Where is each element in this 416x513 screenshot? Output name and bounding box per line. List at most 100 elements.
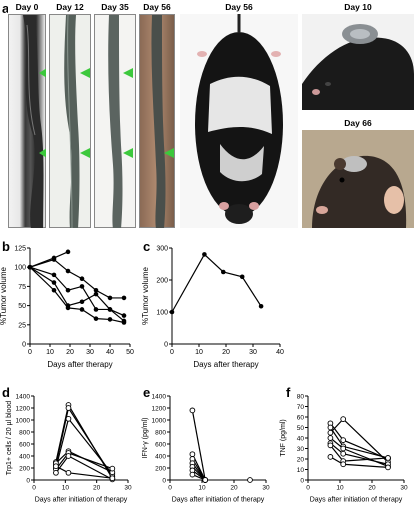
photo-label-day66: Day 66	[344, 118, 372, 128]
arrow-marker-icon	[39, 148, 46, 158]
data-point	[51, 257, 57, 262]
y-tick-label: 600	[155, 441, 166, 448]
arrow-marker-icon	[39, 68, 46, 78]
y-tick-label: 60	[297, 414, 305, 421]
x-tick-label: 10	[336, 485, 344, 492]
x-axis-label: Days after initiation of therapy	[35, 497, 128, 504]
y-tick-label: 0	[26, 477, 30, 484]
y-tick-label: 1400	[16, 393, 31, 400]
x-tick-label: 30	[262, 485, 270, 492]
x-tick-label: 30	[249, 349, 257, 356]
photo-tail-day35: Day 35	[94, 0, 136, 228]
x-tick-label: 0	[170, 349, 174, 356]
y-tick-label: 400	[19, 453, 30, 460]
data-point	[121, 313, 127, 318]
y-tick-label: 20	[297, 456, 305, 463]
data-point	[107, 295, 113, 301]
y-tick-label: 0	[300, 477, 304, 484]
data-point	[65, 305, 71, 311]
y-tick-label: 200	[156, 277, 168, 284]
x-tick-label: 0	[32, 485, 36, 492]
x-tick-label: 20	[93, 485, 101, 492]
x-tick-label: 30	[400, 485, 408, 492]
y-axis-label: %Tumor volume	[141, 266, 150, 324]
y-tick-label: 25	[18, 322, 26, 329]
arrow-marker-icon	[123, 148, 133, 158]
y-tick-label: 200	[19, 465, 30, 472]
data-point	[385, 455, 391, 461]
data-point	[53, 463, 59, 470]
data-point	[65, 249, 71, 255]
y-axis-label: IFN-γ (pg/ml)	[142, 418, 149, 459]
photo-label-day0: Day 0	[15, 2, 39, 12]
y-tick-label: 600	[19, 441, 30, 448]
y-tick-label: 50	[297, 425, 305, 432]
x-tick-label: 10	[198, 485, 206, 492]
data-point	[239, 274, 245, 280]
x-axis-label: Days after therapy	[193, 360, 258, 369]
y-tick-label: 1000	[16, 417, 31, 424]
y-tick-label: 200	[155, 465, 166, 472]
data-point	[327, 429, 334, 436]
y-tick-label: 300	[156, 245, 168, 252]
data-point	[65, 287, 71, 293]
x-tick-label: 20	[368, 485, 376, 492]
arrow-marker-icon	[80, 148, 90, 158]
y-tick-label: 50	[18, 303, 26, 310]
data-point	[202, 477, 209, 483]
panel-a-letter: a	[2, 1, 10, 16]
panel-b-letter: b	[2, 239, 10, 254]
data-point	[93, 291, 99, 297]
data-point	[107, 317, 113, 322]
data-point	[121, 295, 127, 301]
x-axis-label: Days after initiation of therapy	[310, 497, 403, 504]
y-tick-label: 30	[297, 446, 305, 453]
x-tick-label: 10	[46, 349, 54, 356]
y-tick-label: 0	[164, 341, 168, 348]
x-axis-label: Days after initiation of therapy	[172, 497, 265, 504]
data-point	[327, 454, 334, 460]
data-point	[340, 461, 347, 468]
series-line	[191, 410, 206, 481]
x-tick-label: 30	[86, 349, 94, 356]
photo-mouse-day66: Day 66	[302, 116, 414, 228]
photo-label-day56-mouse: Day 56	[225, 2, 253, 12]
panel-f-letter: f	[286, 385, 291, 400]
data-point	[65, 469, 72, 476]
x-tick-label: 50	[126, 349, 134, 356]
series-line	[55, 403, 113, 479]
chart-c-tumor-volume: 0 100 200 300 0 10 20 30 40 Days after therapy %Tu…	[141, 245, 284, 369]
photo-tail-day12: Day 12	[49, 0, 91, 228]
data-point	[79, 299, 85, 305]
x-tick-label: 30	[124, 485, 132, 492]
data-point	[51, 272, 57, 278]
data-point	[79, 276, 85, 282]
x-tick-label: 40	[106, 349, 114, 356]
arrow-marker-icon	[80, 68, 90, 78]
y-tick-label: 1200	[16, 405, 31, 412]
y-tick-label: 800	[19, 429, 30, 436]
series-line	[29, 258, 124, 299]
arrow-marker-icon	[164, 148, 174, 158]
y-tick-label: 0	[22, 341, 26, 348]
photo-label-day56-tail: Day 56	[143, 2, 171, 12]
data-point	[340, 416, 347, 422]
data-point	[121, 320, 127, 325]
photo-label-day10: Day 10	[344, 2, 372, 12]
x-tick-label: 20	[222, 349, 230, 356]
data-point	[79, 284, 85, 289]
arrow-marker-icon	[123, 68, 133, 78]
data-point	[189, 471, 196, 478]
y-tick-label: 1400	[152, 393, 167, 400]
y-tick-label: 100	[14, 265, 26, 272]
y-tick-label: 1200	[152, 405, 167, 412]
y-axis-label: TNF (pg/ml)	[280, 419, 287, 456]
data-point	[109, 465, 116, 472]
data-point	[340, 445, 347, 452]
x-tick-label: 40	[276, 349, 284, 356]
data-point	[258, 303, 264, 309]
series-line	[29, 266, 125, 322]
data-point	[53, 469, 59, 476]
y-tick-label: 10	[297, 467, 305, 474]
data-point	[327, 435, 334, 441]
